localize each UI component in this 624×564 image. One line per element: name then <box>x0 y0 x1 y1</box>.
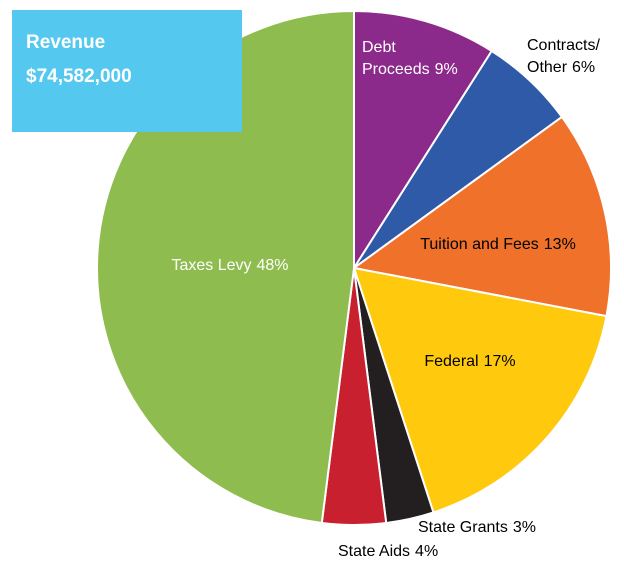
slice-value-label: 9% <box>435 61 458 78</box>
slice-category: Federal <box>424 353 478 370</box>
slice-value-label: 4% <box>415 543 438 560</box>
slice-category: Taxes Levy <box>171 257 251 274</box>
pie <box>96 9 612 526</box>
slice-label: Tuition and Fees 13% <box>420 236 576 253</box>
pie-slice <box>96 9 355 525</box>
slice-category: Contracts/Other <box>527 37 600 76</box>
pie-slice <box>351 115 612 318</box>
slice-category: Tuition and Fees <box>420 236 539 253</box>
chart-subtitle: $74,582,000 <box>26 66 132 87</box>
slice-value-label: 13% <box>544 236 576 253</box>
title-box <box>12 10 242 132</box>
pie-slice <box>352 266 608 514</box>
slice-label: Taxes Levy 48% <box>171 257 288 274</box>
slice-value-label: 48% <box>257 257 289 274</box>
slice-label: State Grants 3% <box>418 519 536 536</box>
slice-value-label: 17% <box>484 353 516 370</box>
slice-value-label: 3% <box>513 519 536 536</box>
pie-slice <box>353 9 494 272</box>
slice-label: Contracts/Other 6% <box>527 37 600 76</box>
slice-label: Debt Proceeds 9% <box>362 39 458 78</box>
slice-category: State Aids <box>338 543 410 560</box>
labels: Debt Proceeds 9% Contracts/Other 6% Tuition a… <box>171 37 600 560</box>
slice-value-label: 6% <box>572 59 595 76</box>
slice-category: State Grants <box>418 519 508 536</box>
slice-label: State Aids 4% <box>338 543 438 560</box>
chart-title: Revenue <box>26 32 105 53</box>
slice-label: Federal 17% <box>424 353 515 370</box>
slice-category: Debt Proceeds <box>362 39 430 78</box>
